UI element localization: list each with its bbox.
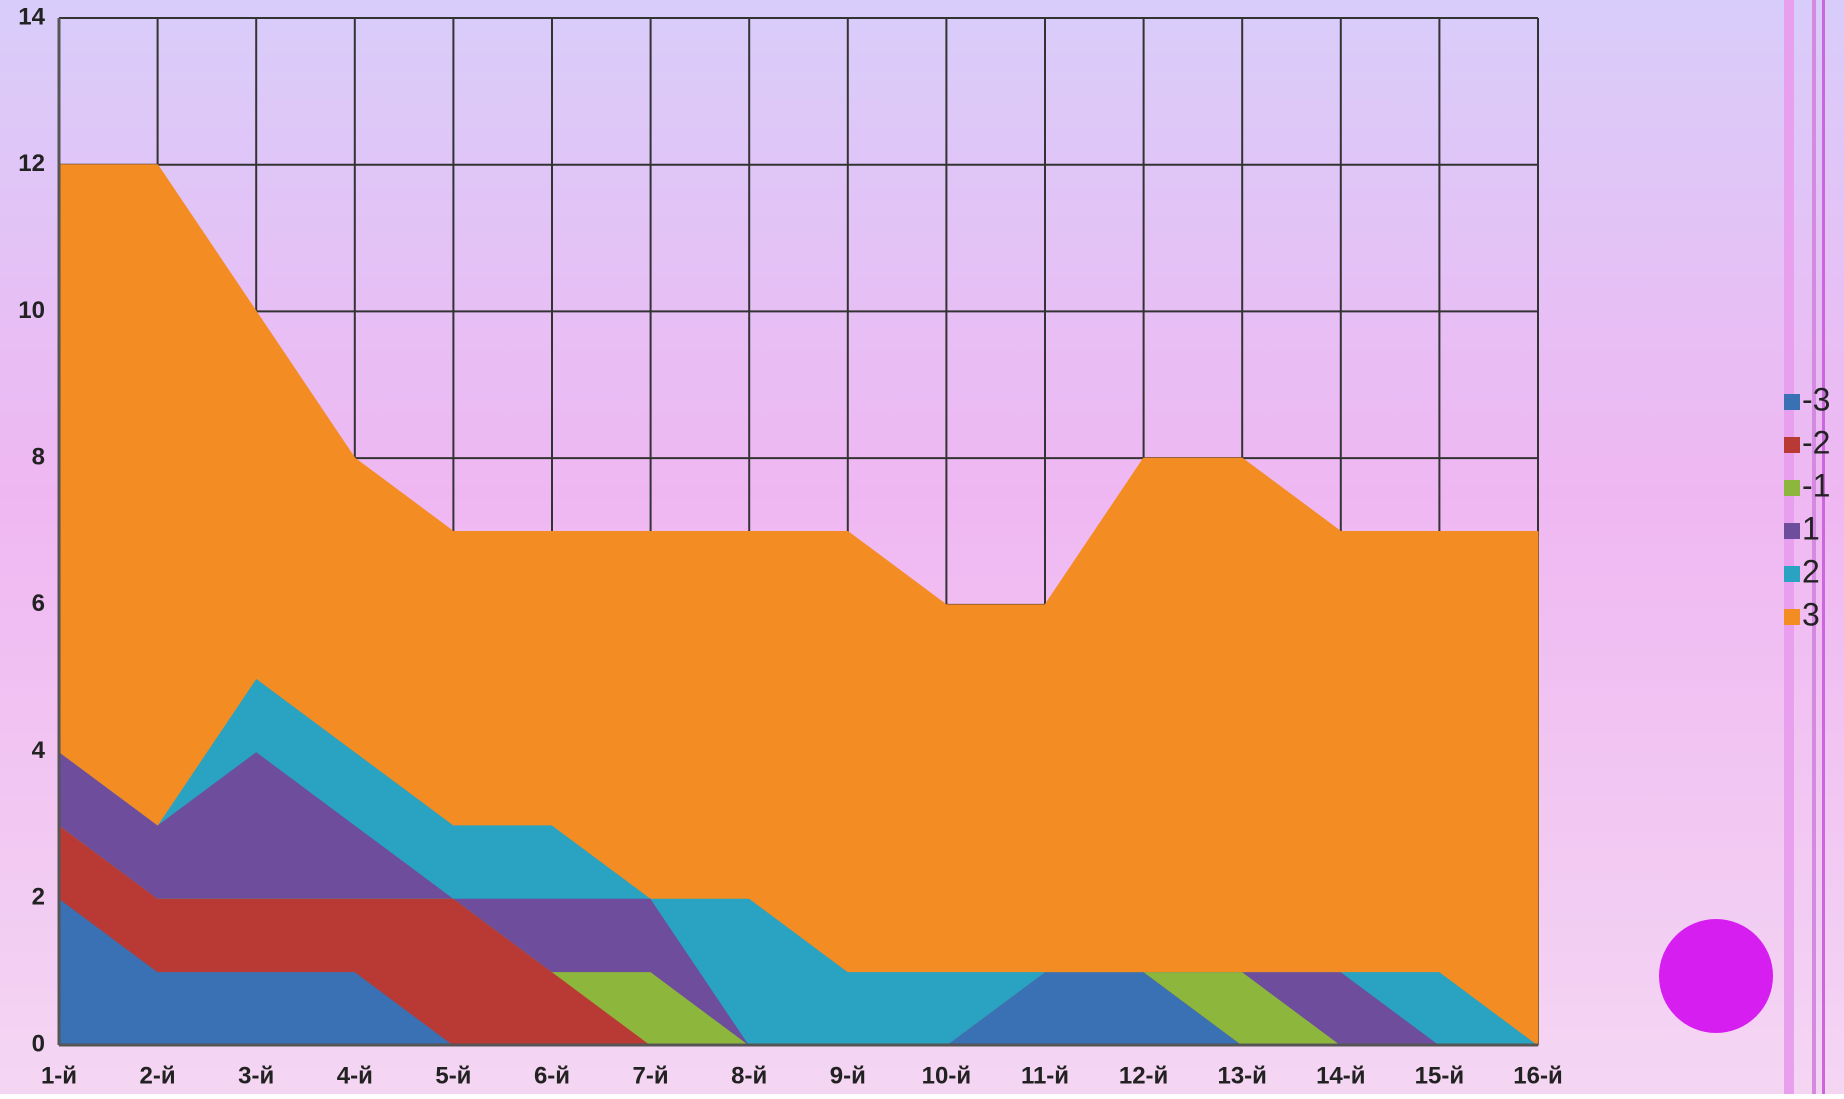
y-tick-label: 4 — [32, 737, 46, 764]
decor-stripe — [1784, 0, 1794, 1094]
decor-circle — [1659, 919, 1773, 1033]
x-tick-label: 16-й — [1513, 1062, 1562, 1089]
legend-label: -2 — [1802, 424, 1830, 460]
x-tick-label: 14-й — [1316, 1062, 1365, 1089]
x-tick-label: 15-й — [1415, 1062, 1464, 1089]
legend-label: -3 — [1802, 381, 1830, 417]
x-tick-label: 1-й — [41, 1062, 77, 1089]
x-tick-label: 6-й — [534, 1062, 570, 1089]
x-tick-label: 11-й — [1021, 1062, 1069, 1089]
legend-swatch — [1784, 394, 1800, 410]
x-tick-label: 7-й — [633, 1062, 669, 1089]
plot: 0 2 4 6 8 10 12 14 1-й 2-й 3-й 4-й 5-й 6-й 7-й 8-й 9-й 10… — [18, 3, 1562, 1089]
y-tick-label: 10 — [18, 297, 45, 324]
x-tick-label: 9-й — [830, 1062, 866, 1089]
y-tick-label: 12 — [18, 150, 45, 177]
x-tick-label: 8-й — [731, 1062, 767, 1089]
y-tick-label: 6 — [32, 590, 45, 617]
x-tick-label: 13-й — [1217, 1062, 1266, 1089]
y-tick-label: 0 — [32, 1030, 45, 1057]
x-tick-label: 5-й — [435, 1062, 471, 1089]
y-tick-label: 2 — [32, 884, 45, 911]
legend-label: 2 — [1802, 553, 1820, 589]
decor-stripe — [1812, 0, 1816, 1094]
x-tick-label: 2-й — [140, 1062, 176, 1089]
x-tick-label: 10-й — [922, 1062, 971, 1089]
y-tick-label: 14 — [18, 3, 45, 30]
legend-swatch — [1784, 609, 1800, 625]
legend-swatch — [1784, 523, 1800, 539]
x-tick-label: 4-й — [337, 1062, 373, 1089]
legend-label: 3 — [1802, 596, 1820, 632]
legend-label: 1 — [1802, 510, 1820, 546]
x-tick-label: 12-й — [1119, 1062, 1168, 1089]
legend-label: -1 — [1802, 467, 1830, 503]
y-tick-label: 8 — [32, 443, 45, 470]
legend-swatch — [1784, 480, 1800, 496]
legend-swatch — [1784, 566, 1800, 582]
decor-stripe — [1822, 0, 1825, 1094]
legend-swatch — [1784, 437, 1800, 453]
x-tick-label: 3-й — [238, 1062, 274, 1089]
